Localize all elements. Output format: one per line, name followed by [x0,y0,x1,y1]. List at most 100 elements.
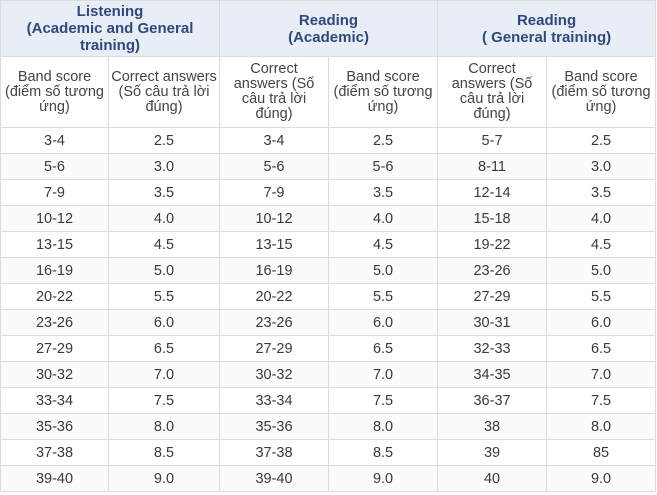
cell-listening-band: 30-32 [0,361,109,388]
cell-general-band: 3.0 [546,153,657,180]
cell-listening-correct: 6.0 [107,309,221,336]
cell-general-correct: 15-18 [437,205,548,232]
group-header-label: Reading ( General training) [481,11,612,46]
cell-listening-correct: 7.0 [107,361,221,388]
cell-listening-band: 20-22 [0,283,109,310]
cell-academic-correct: 30-32 [219,361,330,388]
cell-general-band: 5.5 [546,283,657,310]
cell-general-correct: 27-29 [437,283,548,310]
cell-listening-band: 23-26 [0,309,109,336]
cell-academic-correct: 35-36 [219,413,330,440]
cell-general-band: 85 [546,439,657,466]
cell-general-band: 7.5 [546,387,657,414]
table-row: 3-4 2.5 3-4 2.5 5-7 2.5 [0,127,657,154]
cell-general-correct: 30-31 [437,309,548,336]
cell-general-correct: 32-33 [437,335,548,362]
cell-listening-band: 27-29 [0,335,109,362]
cell-academic-correct: 16-19 [219,257,330,284]
cell-academic-band: 5.5 [328,283,439,310]
table-row: 7-9 3.5 7-9 3.5 12-14 3.5 [0,179,657,206]
sub-header-academic-band: Band score (điểm số tương ứng) [328,56,439,128]
cell-academic-correct: 33-34 [219,387,330,414]
cell-academic-correct: 7-9 [219,179,330,206]
table-header: Listening (Academic and General training… [0,0,657,128]
cell-academic-band: 8.5 [328,439,439,466]
sub-header-listening-correct: Correct answers (Số câu trả lời đúng) [107,56,221,128]
sub-header-general-correct: Correct answers (Số câu trả lời đúng) [437,56,548,128]
cell-listening-correct: 8.5 [107,439,221,466]
cell-listening-correct: 5.0 [107,257,221,284]
table-row: 30-32 7.0 30-32 7.0 34-35 7.0 [0,361,657,388]
cell-academic-band: 2.5 [328,127,439,154]
cell-general-band: 3.5 [546,179,657,206]
table-row: 16-19 5.0 16-19 5.0 23-26 5.0 [0,257,657,284]
group-header-label: Listening (Academic and General training… [26,3,194,54]
table-body: 3-4 2.5 3-4 2.5 5-7 2.5 5-6 3.0 5-6 5-6 8-11 3.0 7-9… [0,127,657,492]
cell-general-band: 7.0 [546,361,657,388]
cell-listening-correct: 2.5 [107,127,221,154]
cell-listening-band: 39-40 [0,465,109,492]
group-header-row: Listening (Academic and General training… [0,0,657,57]
cell-academic-correct: 23-26 [219,309,330,336]
cell-general-band: 6.5 [546,335,657,362]
cell-academic-correct: 10-12 [219,205,330,232]
cell-academic-correct: 5-6 [219,153,330,180]
cell-general-band: 6.0 [546,309,657,336]
cell-general-band: 8.0 [546,413,657,440]
cell-general-band: 9.0 [546,465,657,492]
cell-academic-correct: 3-4 [219,127,330,154]
table-row: 39-40 9.0 39-40 9.0 40 9.0 [0,465,657,492]
cell-academic-band: 6.5 [328,335,439,362]
table-row: 5-6 3.0 5-6 5-6 8-11 3.0 [0,153,657,180]
group-header-reading-general: Reading ( General training) [437,0,657,57]
cell-general-correct: 12-14 [437,179,548,206]
cell-academic-band: 7.5 [328,387,439,414]
cell-academic-band: 4.5 [328,231,439,258]
cell-general-correct: 40 [437,465,548,492]
cell-general-band: 4.5 [546,231,657,258]
cell-listening-correct: 4.5 [107,231,221,258]
cell-listening-correct: 3.0 [107,153,221,180]
cell-listening-band: 16-19 [0,257,109,284]
cell-listening-band: 3-4 [0,127,109,154]
cell-academic-correct: 39-40 [219,465,330,492]
sub-header-general-band: Band score (điểm số tương ứng) [546,56,657,128]
table-row: 10-12 4.0 10-12 4.0 15-18 4.0 [0,205,657,232]
cell-academic-band: 7.0 [328,361,439,388]
cell-listening-band: 5-6 [0,153,109,180]
cell-academic-correct: 13-15 [219,231,330,258]
cell-listening-correct: 9.0 [107,465,221,492]
cell-academic-band: 8.0 [328,413,439,440]
cell-listening-correct: 5.5 [107,283,221,310]
table-row: 20-22 5.5 20-22 5.5 27-29 5.5 [0,283,657,310]
cell-academic-band: 9.0 [328,465,439,492]
cell-academic-band: 6.0 [328,309,439,336]
cell-academic-correct: 27-29 [219,335,330,362]
cell-academic-band: 5.0 [328,257,439,284]
cell-listening-correct: 4.0 [107,205,221,232]
cell-general-correct: 36-37 [437,387,548,414]
cell-academic-band: 4.0 [328,205,439,232]
table-row: 33-34 7.5 33-34 7.5 36-37 7.5 [0,387,657,414]
cell-general-correct: 19-22 [437,231,548,258]
cell-general-band: 5.0 [546,257,657,284]
cell-academic-band: 5-6 [328,153,439,180]
cell-listening-band: 35-36 [0,413,109,440]
cell-listening-band: 10-12 [0,205,109,232]
cell-general-correct: 23-26 [437,257,548,284]
table-row: 35-36 8.0 35-36 8.0 38 8.0 [0,413,657,440]
group-header-label: Reading (Academic) [288,11,369,46]
cell-general-band: 2.5 [546,127,657,154]
cell-listening-correct: 7.5 [107,387,221,414]
cell-general-correct: 8-11 [437,153,548,180]
sub-header-listening-band: Band score (điểm số tương ứng) [0,56,109,128]
cell-academic-correct: 37-38 [219,439,330,466]
cell-listening-correct: 3.5 [107,179,221,206]
cell-listening-band: 37-38 [0,439,109,466]
table-row: 27-29 6.5 27-29 6.5 32-33 6.5 [0,335,657,362]
table-row: 13-15 4.5 13-15 4.5 19-22 4.5 [0,231,657,258]
table-row: 37-38 8.5 37-38 8.5 39 85 [0,439,657,466]
cell-academic-correct: 20-22 [219,283,330,310]
group-header-listening: Listening (Academic and General training… [0,0,221,57]
